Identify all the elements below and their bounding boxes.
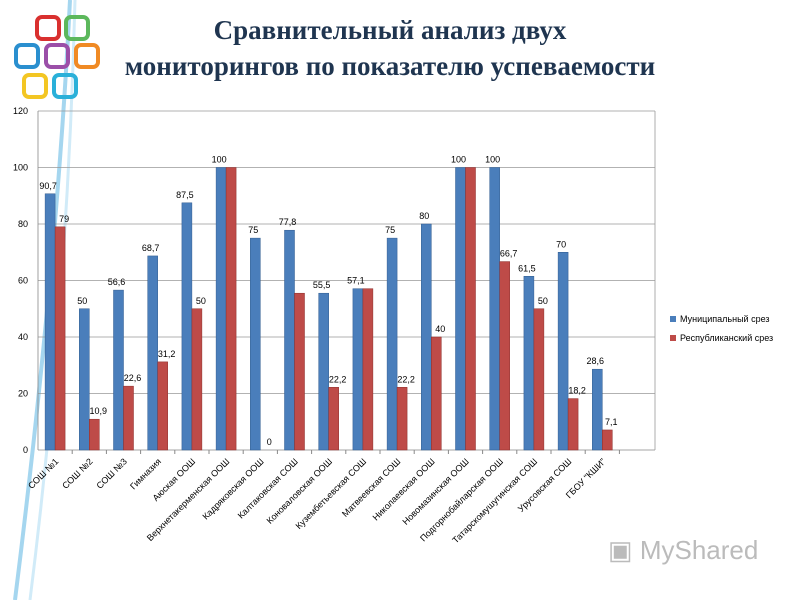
y-tick-label: 60 (18, 276, 28, 286)
data-label: 18,2 (568, 386, 586, 396)
title-line-2: мониторингов по показателю успеваемости (124, 51, 656, 81)
bar-municipal (421, 223, 432, 451)
bar-municipal (79, 308, 90, 451)
bar-republican (157, 361, 168, 451)
data-label: 75 (385, 225, 395, 235)
data-label: 100 (212, 155, 227, 165)
bar-republican (89, 418, 100, 451)
bar-republican (465, 167, 476, 451)
logo-icon (14, 15, 100, 99)
bar-municipal (592, 368, 603, 451)
bar-municipal (318, 292, 329, 451)
watermark-text: MyShared (639, 535, 759, 565)
x-category-label: Гимназия (128, 456, 163, 491)
data-label: 90,7 (39, 181, 57, 191)
bar-republican (123, 385, 134, 451)
page-title: Сравнительный анализ двух мониторингов п… (110, 12, 670, 84)
data-label: 55,5 (313, 280, 331, 290)
x-category-label: Новомазинская ООШ (400, 456, 470, 526)
x-category-label: СОШ №2 (60, 456, 94, 490)
y-tick-label: 80 (18, 219, 28, 229)
data-label: 77,8 (279, 217, 297, 227)
bar-municipal (523, 276, 535, 451)
data-label: 40 (435, 324, 445, 334)
legend-label: Муниципальный срез (680, 314, 770, 324)
legend-label: Республиканский срез (680, 333, 773, 343)
bar-republican (431, 336, 442, 451)
bar-municipal (181, 202, 193, 451)
data-label: 10,9 (90, 406, 108, 416)
data-label: 28,6 (587, 356, 605, 366)
bar-republican (396, 387, 408, 451)
y-tick-label: 20 (18, 389, 28, 399)
x-category-label: Коноваловская ООШ (265, 456, 334, 525)
x-category-label: Калтаковская СОШ (236, 456, 300, 520)
bar-republican (328, 387, 339, 451)
data-label: 68,7 (142, 243, 160, 253)
data-label: 79 (59, 214, 69, 224)
bar-republican (191, 308, 203, 451)
y-tick-label: 0 (23, 445, 28, 455)
bar-republican (294, 292, 305, 451)
bar-republican (362, 288, 374, 451)
bar-republican (499, 261, 510, 451)
data-label: 57,1 (347, 276, 365, 286)
y-tick-label: 100 (13, 163, 28, 173)
bar-municipal (557, 252, 569, 451)
bar-republican (567, 398, 579, 451)
data-label: 22,2 (397, 374, 415, 384)
y-tick-label: 120 (13, 106, 28, 116)
bar-municipal (455, 167, 466, 451)
data-label: 80 (419, 211, 429, 221)
data-label: 100 (485, 155, 500, 165)
data-label: 31,2 (158, 349, 176, 359)
legend-swatch (670, 335, 676, 341)
x-category-label: СОШ №3 (94, 456, 128, 490)
data-label: 7,1 (605, 417, 618, 427)
data-label: 87,5 (176, 190, 194, 200)
bar-municipal (352, 288, 364, 451)
y-tick-label: 40 (18, 332, 28, 342)
data-label: 70 (556, 239, 566, 249)
bar-republican (533, 308, 545, 451)
legend-swatch (670, 316, 676, 322)
data-label: 56,6 (108, 277, 126, 287)
presentation-icon: ▣ (608, 535, 633, 565)
bar-municipal (113, 289, 124, 451)
data-label: 50 (77, 296, 87, 306)
data-label: 22,2 (329, 374, 347, 384)
bar-municipal (44, 193, 56, 451)
bar-republican (225, 167, 237, 451)
data-label: 66,7 (500, 249, 518, 259)
bar-municipal (284, 229, 295, 451)
data-label: 75 (248, 225, 258, 235)
bar-municipal (386, 237, 398, 451)
data-label: 50 (538, 296, 548, 306)
bar-municipal (250, 237, 261, 451)
watermark: ▣ MyShared (608, 535, 758, 566)
bar-municipal (147, 255, 158, 451)
x-category-label: Николаевская ООШ (371, 456, 437, 522)
data-label: 61,5 (518, 263, 536, 273)
title-line-1: Сравнительный анализ двух (213, 15, 567, 45)
data-label: 100 (451, 155, 466, 165)
bar-republican (602, 429, 613, 451)
data-label: 50 (196, 296, 206, 306)
x-category-label: Кадряковская ООШ (200, 456, 265, 521)
x-category-label: СОШ №1 (26, 456, 60, 490)
bar-republican (54, 226, 66, 451)
data-label: 22,6 (124, 373, 142, 383)
bar-municipal (489, 167, 500, 451)
bar-municipal (215, 167, 227, 451)
x-category-label: Матвеевская СОШ (340, 456, 403, 519)
data-label: 0 (267, 437, 272, 447)
